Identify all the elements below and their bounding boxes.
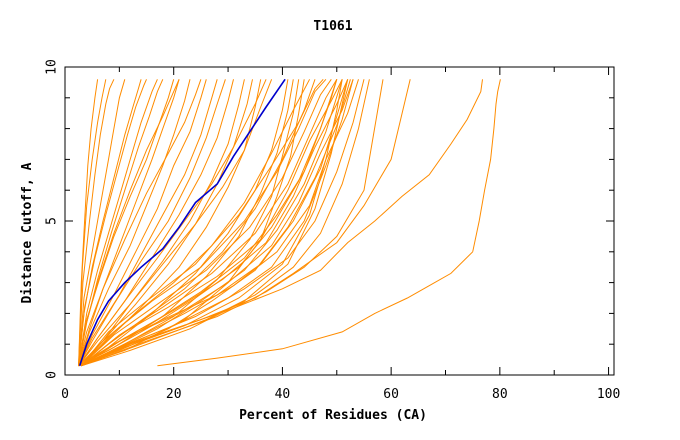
series-line-31 [78, 79, 191, 366]
series-line-9 [81, 79, 354, 367]
series-line-5 [81, 79, 384, 367]
series-line-1 [157, 251, 474, 367]
series-line-45 [78, 79, 300, 367]
series-line-24 [78, 79, 126, 366]
series-line-34 [78, 79, 226, 367]
series-line-25 [78, 79, 115, 366]
series-line-46 [78, 79, 305, 367]
series-line-32 [78, 79, 207, 367]
series-line-50 [78, 79, 343, 367]
series-line-6 [81, 79, 370, 367]
series-line-8 [81, 79, 359, 367]
y-tick-label: 0 [45, 371, 60, 379]
x-tick-label: 100 [597, 387, 620, 402]
series-line-7 [81, 79, 365, 367]
series-line-41 [78, 79, 142, 366]
highlight-series-line [78, 78, 286, 367]
y-axis: 0 5 10 [45, 59, 614, 379]
series-line-43 [78, 79, 289, 367]
series-line-21 [80, 79, 316, 367]
series-line-44 [78, 79, 294, 367]
y-axis-label: Distance Cutoff, A [20, 162, 35, 303]
series-line-27 [78, 79, 99, 366]
x-tick-label: 80 [492, 387, 508, 402]
series-line-17 [81, 79, 354, 367]
x-axis-label: Percent of Residues (CA) [239, 408, 427, 423]
background-series-group [78, 78, 501, 367]
series-line-23 [78, 79, 158, 366]
series-line-28 [78, 79, 147, 366]
y-tick-label: 10 [45, 59, 60, 75]
series-line-47 [78, 79, 267, 367]
series-line-51 [78, 79, 351, 367]
x-tick-label: 0 [61, 387, 69, 402]
series-line-30 [78, 79, 180, 366]
series-line-42 [78, 79, 164, 366]
series-line-39 [78, 79, 202, 366]
series-line-13 [80, 79, 332, 367]
series-line-38 [78, 79, 262, 367]
series-line-48 [78, 79, 273, 367]
x-tick-label: 60 [383, 387, 399, 402]
series-line-36 [78, 79, 245, 367]
series-line-19 [81, 79, 349, 367]
series-line-2 [472, 79, 501, 252]
series-line-49 [78, 79, 338, 367]
chart-title: T1061 [313, 19, 352, 34]
x-tick-label: 20 [166, 387, 182, 402]
highlight-series-group [78, 78, 286, 367]
x-tick-label: 40 [275, 387, 291, 402]
x-axis: 0 20 40 60 80 100 [61, 67, 620, 402]
y-tick-label: 5 [45, 217, 60, 225]
series-line-33 [78, 79, 218, 367]
series-line-22 [80, 79, 311, 367]
series-line-15 [80, 78, 324, 367]
